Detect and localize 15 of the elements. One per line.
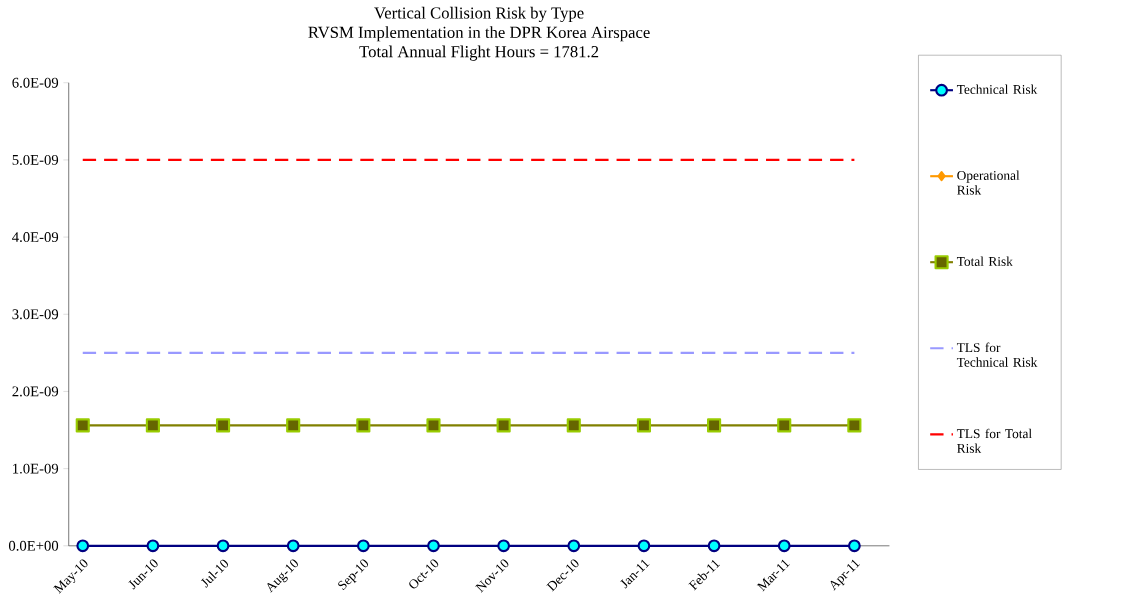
legend-label: TLS for Total Risk	[956, 428, 1032, 453]
chart-title: Vertical Collision Risk by Type	[374, 6, 584, 23]
y-tick-label: 4.0E-09	[12, 232, 59, 243]
y-tick-label: 0.0E+00	[8, 540, 59, 551]
legend-label: Technical Risk	[956, 84, 1038, 95]
chart-subtitle: RVSM Implementation in the DPR Korea Airspace	[308, 26, 650, 42]
legend-label: TLS for Technical Risk	[956, 342, 1038, 367]
y-tick-label: 3.0E-09	[12, 309, 59, 320]
legend-label: Total Risk	[956, 256, 1013, 267]
y-tick-label: 5.0E-09	[12, 155, 59, 165]
text: Total Annual Flight Hours = 1781.2	[359, 45, 599, 61]
y-tick-label: 2.0E-09	[12, 386, 59, 397]
legend-label: Operational Risk	[957, 170, 1020, 195]
y-tick-label: 1.0E-09	[13, 463, 59, 474]
y-tick-label: 6.0E-09	[12, 77, 59, 88]
